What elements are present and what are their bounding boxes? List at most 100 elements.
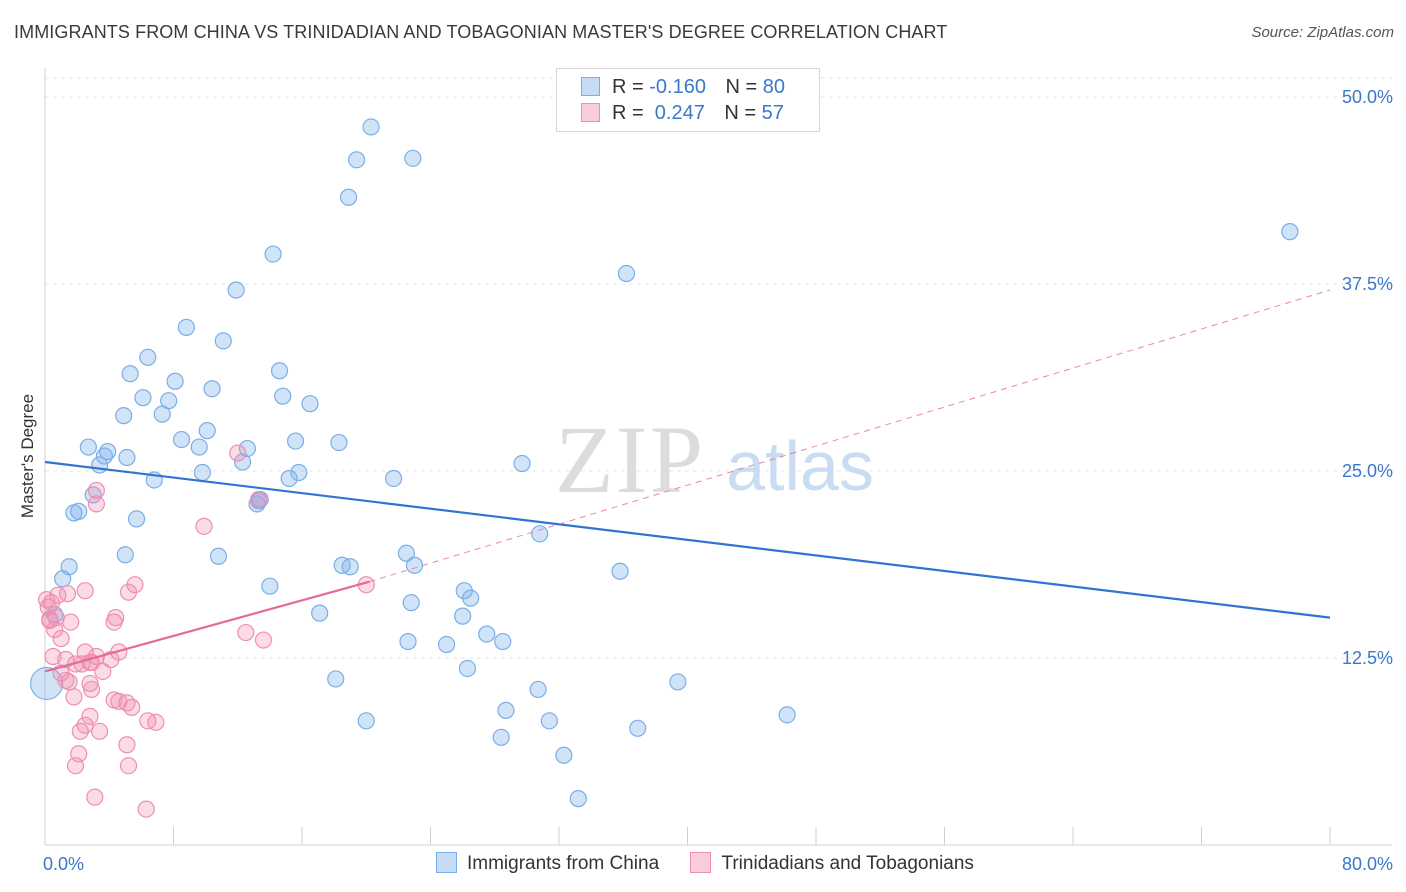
legend-swatch-china bbox=[581, 77, 600, 96]
point-china bbox=[30, 666, 64, 701]
trend-line-trinidad bbox=[44, 580, 370, 673]
trend-lines bbox=[44, 289, 1331, 673]
chart-title: IMMIGRANTS FROM CHINA VS TRINIDADIAN AND… bbox=[14, 22, 948, 42]
point-trinidad bbox=[62, 613, 80, 631]
y-tick-label: 25.0% bbox=[1342, 461, 1393, 481]
point-trinidad bbox=[250, 490, 268, 509]
point-china bbox=[454, 607, 472, 625]
point-trinidad bbox=[38, 591, 56, 609]
point-trinidad bbox=[60, 673, 78, 691]
point-trinidad bbox=[81, 674, 99, 693]
point-trinidad bbox=[91, 722, 109, 740]
legend-swatch-trinidad bbox=[690, 852, 712, 873]
point-china bbox=[513, 454, 531, 473]
point-china bbox=[79, 438, 97, 456]
point-trinidad bbox=[94, 662, 112, 681]
point-china bbox=[362, 118, 380, 136]
legend-label-china: Immigrants from China bbox=[467, 853, 660, 874]
point-china bbox=[404, 149, 422, 167]
point-trinidad bbox=[71, 722, 89, 740]
point-china bbox=[270, 362, 289, 380]
point-china bbox=[311, 604, 329, 622]
point-china bbox=[264, 245, 282, 263]
point-trinidad bbox=[119, 757, 138, 775]
point-china bbox=[348, 151, 366, 169]
point-china bbox=[339, 188, 358, 206]
point-china bbox=[384, 469, 403, 488]
point-china bbox=[529, 680, 547, 699]
point-china bbox=[1281, 223, 1299, 241]
point-china bbox=[198, 422, 216, 440]
point-trinidad bbox=[237, 623, 255, 642]
point-china bbox=[569, 790, 587, 808]
tick-labels: 12.5% 25.0% 37.5% 50.0% 0.0% 80.0% bbox=[43, 87, 1393, 874]
point-china bbox=[214, 332, 232, 350]
trend-line-china bbox=[44, 460, 1331, 619]
point-china bbox=[286, 432, 305, 450]
point-china bbox=[91, 456, 109, 474]
point-china bbox=[402, 594, 420, 612]
point-china bbox=[127, 510, 146, 528]
point-china bbox=[669, 673, 687, 691]
point-trinidad bbox=[76, 582, 94, 600]
legend-r-value: -0.160 bbox=[649, 76, 706, 98]
x-tick-label: 80.0% bbox=[1342, 854, 1393, 874]
point-china bbox=[115, 407, 133, 425]
point-trinidad bbox=[254, 631, 273, 649]
watermark-atlas: atlas bbox=[726, 427, 874, 505]
point-china bbox=[121, 365, 139, 383]
point-china bbox=[357, 712, 375, 730]
point-trinidad bbox=[52, 629, 70, 648]
y-tick-label: 37.5% bbox=[1342, 274, 1393, 294]
point-trinidad bbox=[87, 495, 106, 513]
legend-item-trinidad: Trinidadians and Tobagonians bbox=[690, 852, 974, 875]
point-trinidad bbox=[119, 583, 138, 601]
point-trinidad bbox=[66, 757, 85, 775]
point-china bbox=[478, 625, 496, 643]
point-china bbox=[116, 546, 134, 564]
legend-label-trinidad: Trinidadians and Tobagonians bbox=[721, 853, 974, 874]
point-china bbox=[54, 570, 72, 588]
y-tick-label: 12.5% bbox=[1342, 648, 1393, 668]
point-china bbox=[177, 318, 195, 336]
point-china bbox=[95, 447, 114, 465]
stats-legend: R = -0.160 N = 80 R = 0.247 N = 57 bbox=[556, 68, 820, 132]
legend-r-value: 0.247 bbox=[649, 102, 705, 124]
point-china bbox=[341, 558, 359, 576]
point-trinidad bbox=[229, 444, 247, 462]
grid-lines bbox=[45, 77, 1392, 659]
point-trinidad bbox=[81, 707, 99, 725]
point-trinidad bbox=[82, 680, 101, 699]
point-trinidad bbox=[58, 585, 77, 603]
point-china bbox=[290, 463, 308, 482]
legend-row-china: R = -0.160 N = 80 bbox=[581, 76, 785, 100]
point-china bbox=[629, 719, 647, 737]
legend-n-value: 80 bbox=[762, 76, 786, 98]
point-china bbox=[134, 389, 152, 407]
legend-swatch-china bbox=[436, 852, 457, 873]
point-china bbox=[531, 525, 549, 543]
x-tick-label: 0.0% bbox=[43, 854, 84, 874]
legend-r-label: R = bbox=[612, 76, 644, 98]
point-china bbox=[458, 659, 477, 678]
point-china bbox=[555, 746, 573, 764]
legend-n-label: N = bbox=[725, 76, 758, 98]
legend-row-trinidad: R = 0.247 N = 57 bbox=[581, 102, 784, 126]
point-china bbox=[617, 264, 636, 283]
point-china bbox=[274, 387, 292, 405]
point-china bbox=[238, 439, 256, 458]
legend-swatch-trinidad bbox=[581, 103, 600, 122]
point-china bbox=[327, 670, 345, 688]
point-trinidad bbox=[44, 647, 62, 666]
point-china bbox=[172, 430, 191, 449]
point-china bbox=[139, 348, 157, 366]
watermark-zip: ZIP bbox=[555, 406, 705, 513]
point-china bbox=[399, 632, 417, 651]
source-label: Source: ZipAtlas.com bbox=[1251, 24, 1394, 41]
point-trinidad bbox=[87, 481, 106, 500]
point-china bbox=[611, 562, 629, 580]
watermark: ZIP atlas bbox=[555, 406, 874, 513]
series-legend: Immigrants from China Trinidadians and T… bbox=[436, 852, 1000, 875]
data-points bbox=[30, 118, 1299, 818]
